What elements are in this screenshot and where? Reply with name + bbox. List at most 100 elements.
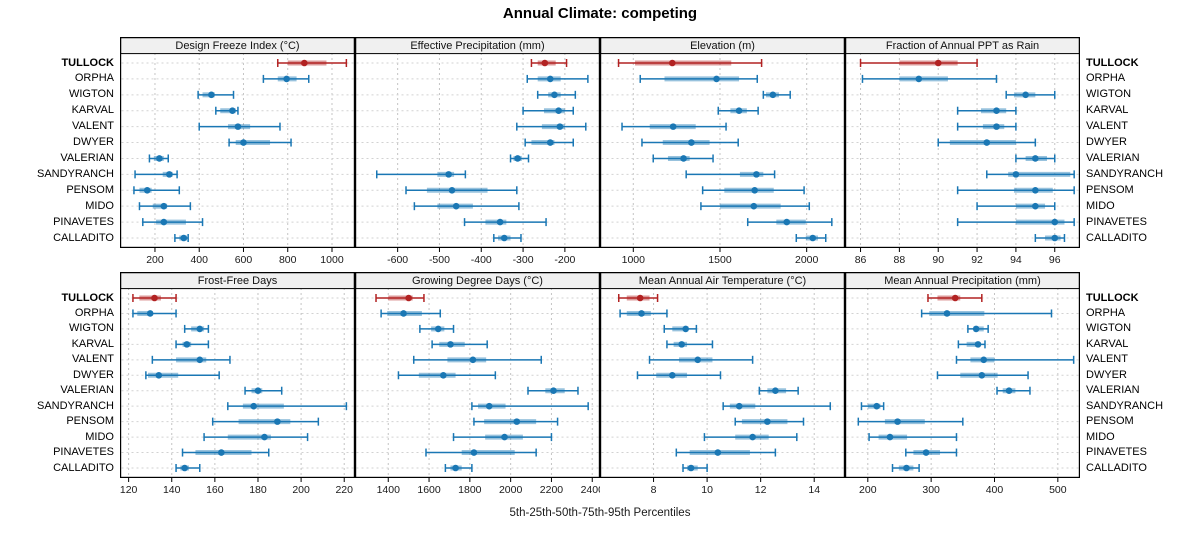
site-label-right: PINAVETES: [1086, 446, 1147, 459]
site-label-right: WIGTON: [1086, 322, 1132, 335]
series-valerian: [758, 386, 799, 395]
panel-title: Effective Precipitation (mm): [410, 40, 544, 52]
site-label-left: KARVAL: [71, 337, 114, 350]
series-orpha: [920, 309, 1053, 318]
site-label-right: VALERIAN: [1086, 384, 1140, 397]
series-valerian: [1015, 154, 1056, 163]
panel-title: Growing Degree Days (°C): [412, 275, 543, 287]
axis-tick-label: 160: [206, 484, 224, 496]
site-label-right: KARVAL: [1086, 337, 1129, 350]
series-orpha: [861, 74, 998, 83]
series-wigton: [536, 90, 577, 99]
series-pensom: [211, 417, 320, 426]
series-pensom: [405, 186, 518, 195]
site-label-left: CALLADITO: [53, 461, 114, 474]
series-calladito: [682, 464, 708, 472]
series-dwyer: [145, 371, 220, 380]
series-calladito: [795, 234, 827, 242]
series-calladito: [891, 464, 920, 472]
series-dwyer: [937, 138, 1037, 147]
axis-tick-label: 90: [932, 254, 944, 266]
site-label-right: VALENT: [1086, 353, 1128, 366]
series-sandyranch: [134, 170, 178, 179]
series-mido: [413, 202, 520, 211]
series-dwyer: [636, 371, 722, 380]
series-tullock: [859, 59, 978, 67]
site-label-left: SANDYRANCH: [36, 167, 114, 180]
axis-tick-label: 1000: [320, 254, 344, 266]
series-pensom: [857, 417, 964, 426]
series-valent: [151, 355, 231, 364]
panel-growing-degree-days-c: Growing Degree Days (°C) 1400 1600 1800 2000…: [355, 272, 600, 496]
series-sandyranch: [227, 402, 348, 411]
site-label-left: MIDO: [85, 199, 114, 212]
axis-tick-label: 2000: [499, 484, 523, 496]
series-orpha: [262, 74, 310, 83]
axis-tick-label: 12: [755, 484, 767, 496]
axis-tick-label: 200: [292, 484, 310, 496]
series-valent: [516, 122, 587, 131]
series-sandyranch: [860, 402, 885, 411]
axis-tick-label: 86: [855, 254, 867, 266]
series-dwyer: [228, 138, 292, 147]
series-pensom: [956, 186, 1075, 195]
site-label-right: ORPHA: [1086, 306, 1126, 319]
site-label-left: ORPHA: [74, 72, 114, 85]
series-valerian: [244, 386, 283, 395]
series-pinavetes: [675, 448, 777, 457]
series-karval: [666, 340, 714, 349]
series-calladito: [493, 234, 522, 242]
series-wigton: [663, 324, 698, 333]
site-label-left: CALLADITO: [53, 231, 114, 244]
site-label-left: WIGTON: [68, 88, 114, 101]
site-label-right: VALERIAN: [1086, 151, 1140, 164]
axis-tick-label: 8: [651, 484, 657, 496]
site-label-right: MIDO: [1086, 199, 1115, 212]
axis-tick-label: 800: [279, 254, 297, 266]
series-wigton: [762, 90, 791, 99]
series-pensom: [734, 417, 805, 426]
site-label-left: WIGTON: [68, 322, 114, 335]
series-tullock: [530, 59, 568, 67]
series-mido: [703, 433, 798, 442]
site-label-right: PENSOM: [1086, 415, 1134, 428]
series-sandyranch: [722, 402, 832, 411]
series-valerian: [509, 154, 530, 163]
series-mido: [976, 202, 1056, 211]
series-wigton: [183, 324, 210, 333]
site-label-left: KARVAL: [71, 104, 114, 117]
series-karval: [956, 106, 1017, 115]
series-pinavetes: [746, 218, 833, 227]
panel-frost-free-days: Frost-Free Days 120 140 160 180 200 220: [120, 272, 355, 496]
series-mido: [700, 202, 811, 211]
site-label-right: ORPHA: [1086, 72, 1126, 85]
panel-elevation-m: Elevation (m) 1000 1500 2000: [600, 37, 845, 266]
series-pensom: [473, 417, 559, 426]
series-mido: [203, 433, 309, 442]
axis-tick-label: 200: [146, 254, 164, 266]
axis-tick-label: 500: [1049, 484, 1067, 496]
series-calladito: [1034, 234, 1066, 242]
axis-tick-label: 600: [235, 254, 253, 266]
axis-tick-label: -300: [513, 254, 534, 266]
series-tullock: [927, 294, 983, 302]
site-label-left: PENSOM: [66, 183, 114, 196]
series-wigton: [419, 324, 455, 333]
site-label-right: CALLADITO: [1086, 231, 1147, 244]
series-wigton: [197, 90, 235, 99]
axis-tick-label: -200: [554, 254, 575, 266]
site-label-right: PINAVETES: [1086, 215, 1147, 228]
axis-tick-label: 96: [1049, 254, 1061, 266]
series-valent: [621, 122, 727, 131]
axis-tick-label: 1400: [377, 484, 401, 496]
series-pinavetes: [181, 448, 270, 457]
axis-tick-label: 400: [986, 484, 1004, 496]
site-label-right: WIGTON: [1086, 88, 1132, 101]
series-wigton: [967, 324, 989, 333]
series-valerian: [148, 154, 169, 163]
series-valerian: [652, 154, 714, 163]
site-label-right: MIDO: [1086, 430, 1115, 443]
axis-tick-label: 120: [120, 484, 138, 496]
site-label-right: TULLOCK: [1086, 56, 1139, 69]
axis-tick-label: -500: [429, 254, 450, 266]
